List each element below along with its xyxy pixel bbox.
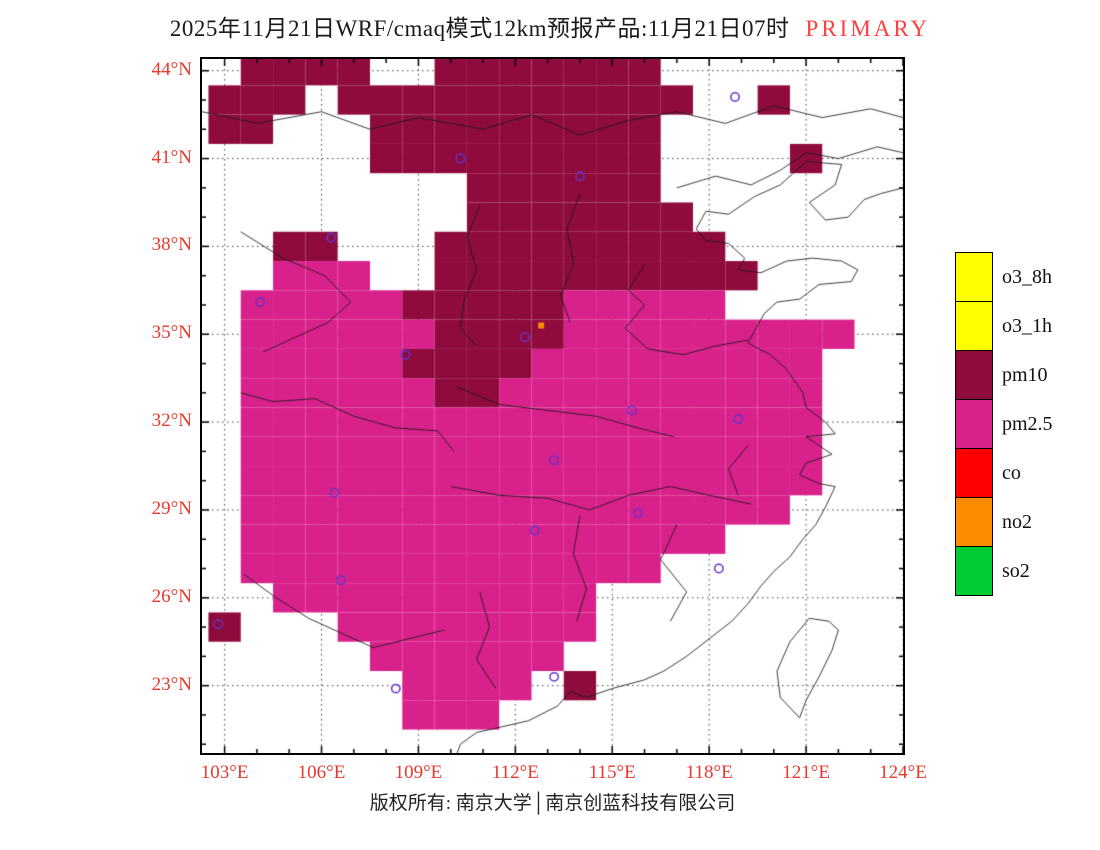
lon-axis-label: 109°E xyxy=(394,762,443,783)
legend-item-pm10: pm10 xyxy=(955,350,1053,400)
legend-swatch-no2 xyxy=(955,497,993,547)
legend-label-no2: no2 xyxy=(1002,510,1032,533)
lon-axis-label: 118°E xyxy=(685,762,733,783)
lat-axis-label: 29°N xyxy=(151,497,192,519)
lon-axis-label: 115°E xyxy=(588,762,636,783)
lon-axis-label: 121°E xyxy=(782,762,830,783)
lat-axis-label: 35°N xyxy=(151,322,192,344)
legend-item-pm25: pm2.5 xyxy=(955,399,1053,449)
lat-axis-label: 38°N xyxy=(151,234,192,256)
lon-axis-label: 103°E xyxy=(200,762,249,783)
legend-swatch-o3_8h xyxy=(955,252,993,302)
forecast-map-frame xyxy=(200,57,905,755)
pollutant-legend: o3_8h o3_1h pm10 pm2.5 co no2 so2 xyxy=(955,252,1053,596)
legend-label-so2: so2 xyxy=(1002,559,1030,582)
page-title: 2025年11月21日WRF/cmaq模式12km预报产品:11月21日07时 P… xyxy=(0,9,1100,43)
lat-axis-label: 44°N xyxy=(151,58,192,80)
lon-axis-label: 124°E xyxy=(879,762,927,783)
legend-swatch-pm25 xyxy=(955,399,993,449)
legend-label-o3_8h: o3_8h xyxy=(1002,265,1052,288)
legend-item-so2: so2 xyxy=(955,546,1053,596)
legend-label-pm10: pm10 xyxy=(1002,363,1048,386)
legend-swatch-so2 xyxy=(955,546,993,596)
legend-label-o3_1h: o3_1h xyxy=(1002,314,1052,337)
lon-axis-label: 112°E xyxy=(491,762,539,783)
legend-item-no2: no2 xyxy=(955,497,1053,547)
lat-axis-label: 23°N xyxy=(151,673,192,695)
legend-swatch-o3_1h xyxy=(955,301,993,351)
legend-swatch-co xyxy=(955,448,993,498)
pollutant-tag: PRIMARY xyxy=(805,16,931,41)
lat-axis-label: 26°N xyxy=(151,585,192,607)
legend-swatch-pm10 xyxy=(955,350,993,400)
legend-item-co: co xyxy=(955,448,1053,498)
forecast-map-canvas xyxy=(202,59,903,753)
forecast-title-text: 2025年11月21日WRF/cmaq模式12km预报产品:11月21日07时 xyxy=(169,16,790,41)
lon-axis-label: 106°E xyxy=(297,762,346,783)
legend-item-o3_1h: o3_1h xyxy=(955,301,1053,351)
copyright-text: 版权所有: 南京大学│南京创蓝科技有限公司 xyxy=(369,793,736,814)
legend-item-o3_8h: o3_8h xyxy=(955,252,1053,302)
lat-axis-label: 32°N xyxy=(151,410,192,432)
legend-label-co: co xyxy=(1002,461,1021,484)
lat-axis-label: 41°N xyxy=(151,146,192,168)
legend-label-pm25: pm2.5 xyxy=(1002,412,1053,435)
